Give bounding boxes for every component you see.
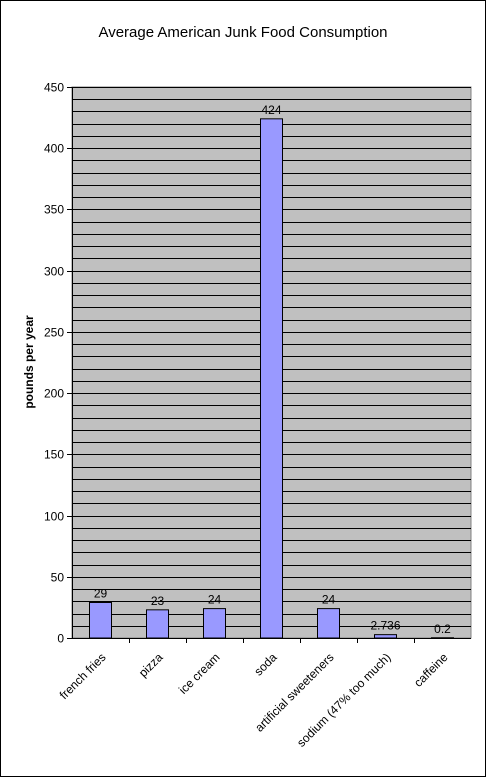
y-tick-label: 50 <box>51 571 65 585</box>
x-tick-label: french fries <box>57 650 109 702</box>
bar <box>89 601 112 639</box>
bar <box>203 608 226 639</box>
y-tick-label: 350 <box>44 203 64 217</box>
bar <box>317 608 340 639</box>
data-label: 424 <box>261 103 281 117</box>
bar <box>146 609 169 639</box>
bar <box>374 634 397 639</box>
y-tick-label: 300 <box>44 265 64 279</box>
y-tick-label: 250 <box>44 326 64 340</box>
y-tick-label: 0 <box>57 632 64 646</box>
data-label: 24 <box>322 593 336 607</box>
bar <box>260 118 283 639</box>
data-label: 29 <box>94 586 108 600</box>
data-label: 0.2 <box>434 622 451 636</box>
x-tick-label: ice cream <box>176 650 223 697</box>
data-label: 23 <box>151 594 165 608</box>
y-tick-label: 400 <box>44 142 64 156</box>
x-tick-label: pizza <box>136 650 166 680</box>
x-tick-label: caffeine <box>411 650 451 690</box>
chart-title: Average American Junk Food Consumption <box>98 24 388 41</box>
x-tick-label: soda <box>251 650 280 679</box>
data-label: 24 <box>208 593 222 607</box>
y-tick-label: 150 <box>44 448 64 462</box>
data-label: 2.736 <box>370 619 400 633</box>
y-tick-label: 450 <box>44 81 64 95</box>
y-tick-label: 200 <box>44 387 64 401</box>
y-tick-label: 100 <box>44 510 64 524</box>
x-tick-label: sodium (47% too much) <box>294 650 394 750</box>
